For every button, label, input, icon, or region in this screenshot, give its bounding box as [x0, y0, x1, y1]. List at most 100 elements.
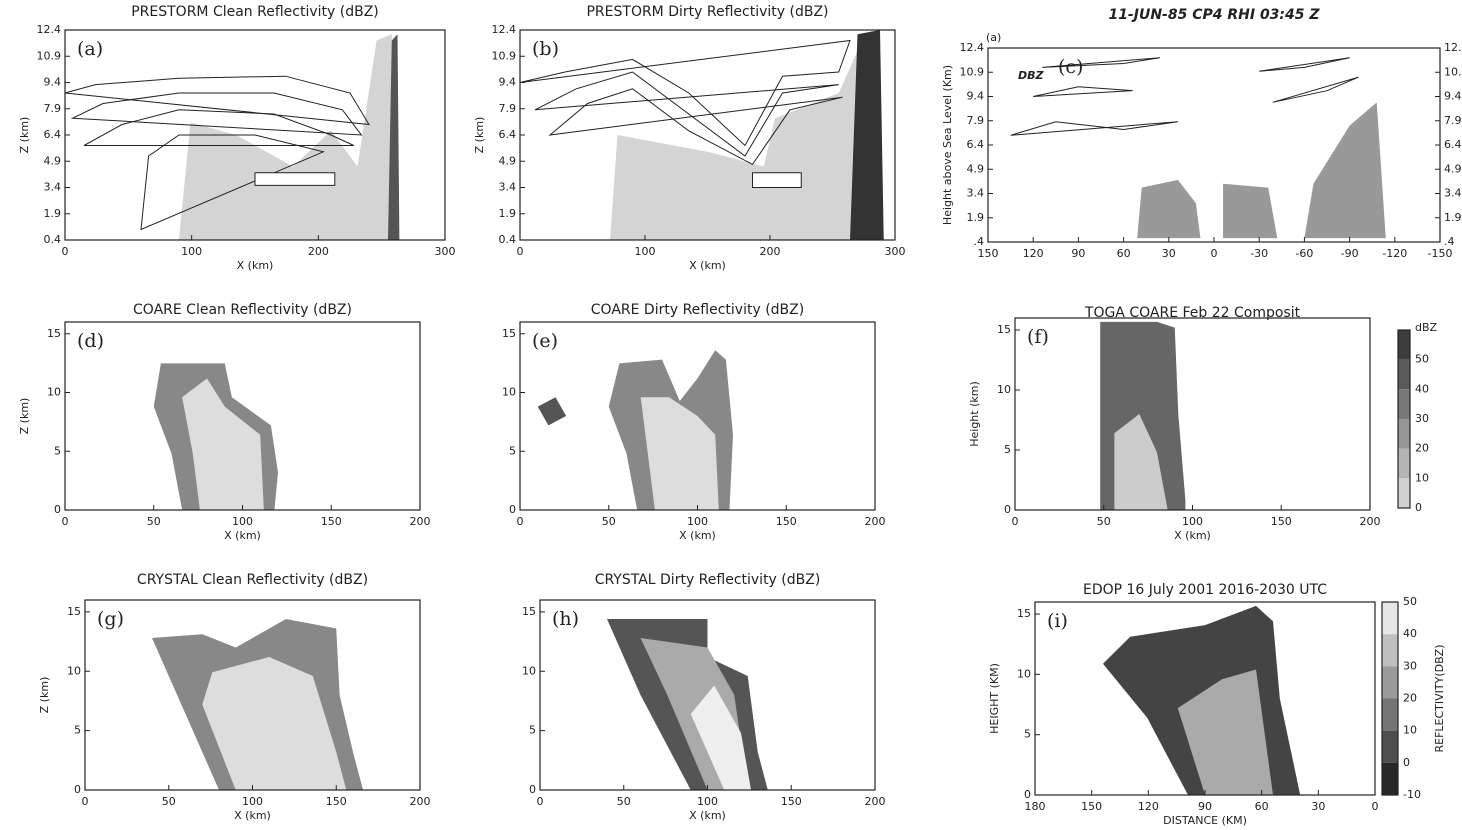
x-tick-label: 200	[865, 795, 886, 808]
x-tick-label: 180	[1025, 800, 1046, 813]
x-tick-label: 200	[1360, 515, 1381, 528]
y-tick-label: 10	[502, 386, 516, 399]
echo-region	[690, 685, 752, 790]
x-tick-label: 60	[1117, 247, 1131, 260]
x-tick-label: 100	[687, 515, 708, 528]
panel-title: CRYSTAL Dirty Reflectivity (dBZ)	[595, 572, 821, 588]
y-tick-label: 0.4	[499, 233, 517, 246]
x-tick-label: 50	[602, 515, 616, 528]
y2-tick-label: 6.4	[1444, 138, 1462, 151]
y-tick-label: 6.4	[499, 128, 517, 141]
x-tick-label: 300	[435, 245, 456, 258]
y2-tick-label: 12.4	[1444, 41, 1462, 54]
colorbar-tick-label: 0	[1403, 756, 1410, 769]
panel-label: (a)	[77, 38, 103, 60]
colorbar-frame	[1381, 601, 1399, 796]
y-tick-label: 0.4	[44, 233, 62, 246]
y-tick-label: 6.4	[967, 138, 985, 151]
x-tick-label: 90	[1198, 800, 1212, 813]
y-tick-label: 10.9	[492, 49, 517, 62]
y2-tick-label: 3.4	[1444, 187, 1462, 200]
colorbar-segment	[1398, 389, 1410, 419]
x-tick-label: 150	[326, 795, 347, 808]
colorbar-segment	[1398, 478, 1410, 508]
y-tick-label: 10	[1017, 667, 1031, 680]
panel-title: CRYSTAL Clean Reflectivity (dBZ)	[137, 572, 368, 588]
x-tick-label: 0	[1211, 247, 1218, 260]
x-tick-label: 0	[62, 245, 69, 258]
y-tick-label: 15	[502, 327, 516, 340]
x-tick-label: 90	[1071, 247, 1085, 260]
panel-title: COARE Dirty Reflectivity (dBZ)	[591, 302, 804, 318]
x-tick-label: 150	[776, 515, 797, 528]
y-tick-label: 10	[67, 664, 81, 677]
colorbar-segment	[1382, 666, 1398, 699]
x-axis-label: X (km)	[679, 529, 716, 542]
y-tick-label: 15	[522, 605, 536, 618]
echo-region	[1010, 121, 1178, 136]
y-tick-label: 9.4	[44, 76, 62, 89]
y-tick-label: 9.4	[967, 90, 985, 103]
x-axis-label: X (km)	[224, 529, 261, 542]
x-tick-label: 100	[232, 515, 253, 528]
y-tick-label: 5	[1004, 443, 1011, 456]
x-tick-label: 150	[1081, 800, 1102, 813]
y-tick-label: 4.9	[44, 154, 62, 167]
x-tick-label: -90	[1341, 247, 1359, 260]
y-tick-label: 7.9	[44, 102, 62, 115]
y-tick-label: 3.4	[44, 181, 62, 194]
panel-label: (f)	[1027, 326, 1049, 348]
panel-label: (b)	[532, 38, 559, 60]
x-tick-label: 150	[1271, 515, 1292, 528]
colorbar-segment	[1398, 448, 1410, 479]
y-tick-label: 5	[509, 444, 516, 457]
x-tick-label: -150	[1428, 247, 1453, 260]
echo-region	[534, 71, 839, 157]
x-tick-label: 200	[865, 515, 886, 528]
colorbar-segment	[1398, 419, 1410, 449]
y2-tick-label: 1.9	[1444, 211, 1462, 224]
x-tick-label: 200	[760, 245, 781, 258]
panel-label: (d)	[77, 330, 104, 352]
x-tick-label: 60	[1255, 800, 1269, 813]
y2-tick-label: 10.9	[1444, 65, 1462, 78]
y-tick-label: 1.9	[44, 207, 62, 220]
y-tick-label: 10.9	[960, 65, 985, 78]
y-axis-label: Height (km)	[968, 381, 981, 447]
colorbar-segment	[1398, 330, 1410, 360]
y-tick-label: 0	[74, 783, 81, 796]
axes-frame	[1014, 317, 1371, 511]
x-tick-label: 150	[978, 247, 999, 260]
panel-title: EDOP 16 July 2001 2016-2030 UTC	[1083, 582, 1327, 598]
colorbar-title: REFLECTIVITY(DBZ)	[1433, 645, 1446, 753]
y-tick-label: 4.9	[499, 154, 517, 167]
echo-region	[640, 397, 719, 510]
panel-label: (c)	[1058, 56, 1083, 78]
y-axis-label: Height above Sea Level (Km)	[941, 65, 954, 225]
x-tick-label: 100	[1182, 515, 1203, 528]
y-tick-label: 5	[74, 724, 81, 737]
colorbar-tick-label: 50	[1415, 353, 1429, 366]
echo-region	[1223, 183, 1278, 239]
y-tick-label: 15	[67, 605, 81, 618]
echo-region	[1042, 57, 1160, 68]
x-axis-label: X (km)	[1174, 529, 1211, 542]
y-tick-label: 7.9	[499, 102, 517, 115]
x-tick-label: 120	[1023, 247, 1044, 260]
x-tick-label: 100	[635, 245, 656, 258]
x-tick-label: 120	[1138, 800, 1159, 813]
y-tick-label: 0	[529, 783, 536, 796]
y-tick-label: 5	[1024, 728, 1031, 741]
corner-label: (a)	[986, 31, 1001, 44]
y2-tick-label: 7.9	[1444, 114, 1462, 127]
echo-region	[752, 172, 802, 188]
y-axis-label: HEIGHT (KM)	[988, 663, 1001, 734]
x-tick-label: 50	[617, 795, 631, 808]
colorbar-title: dBZ	[1415, 321, 1438, 334]
panel-title: 11-JUN-85 CP4 RHI 03:45 Z	[1108, 7, 1320, 23]
y-axis-label: Z (km)	[18, 117, 31, 154]
colorbar-tick-label: 20	[1403, 692, 1417, 705]
y-tick-label: 12.4	[960, 41, 985, 54]
echo-region	[1259, 57, 1350, 72]
colorbar-tick-label: 10	[1403, 724, 1417, 737]
